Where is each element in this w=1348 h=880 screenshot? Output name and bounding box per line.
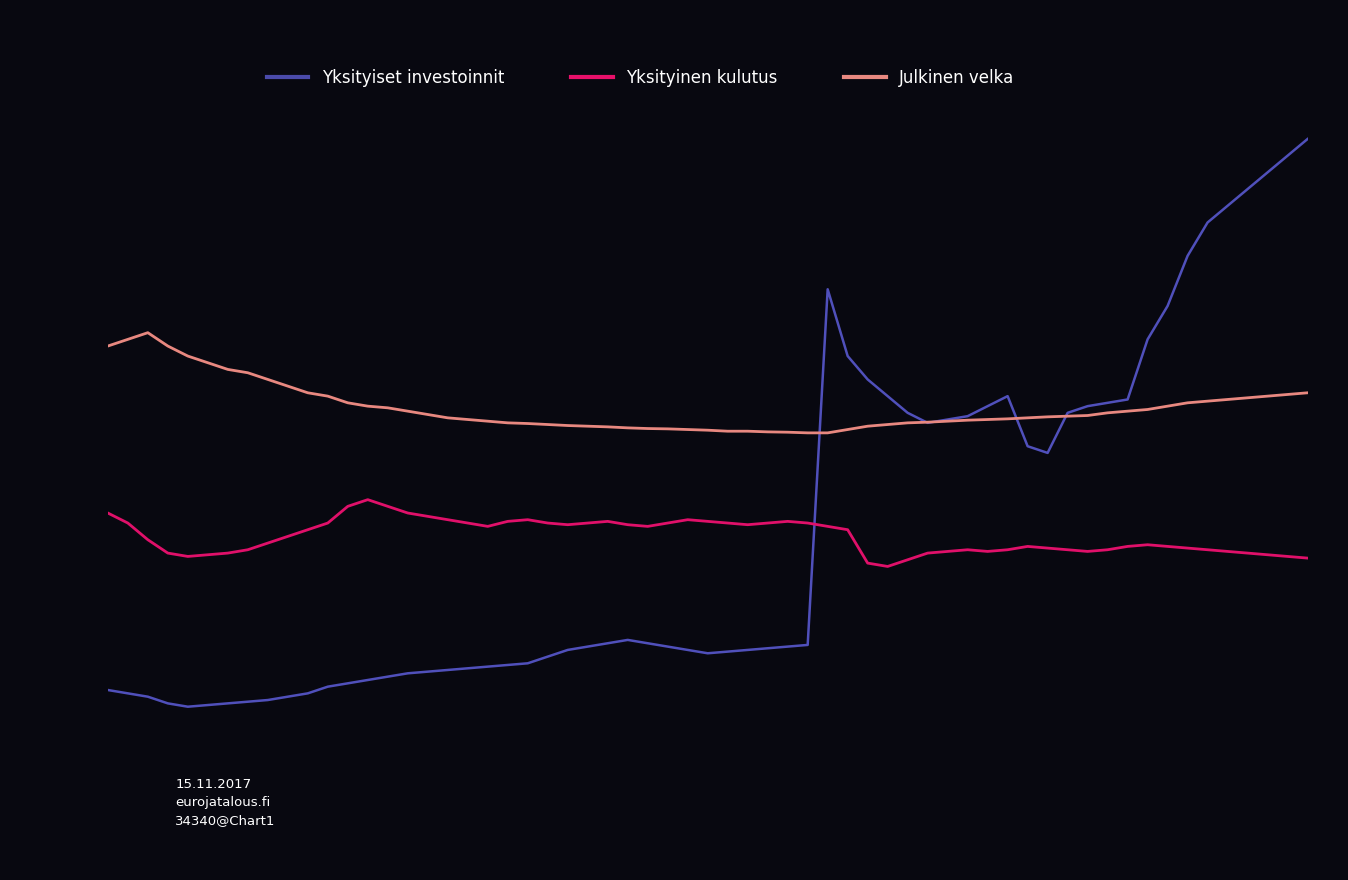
Text: 15.11.2017
eurojatalous.fi
34340@Chart1: 15.11.2017 eurojatalous.fi 34340@Chart1 bbox=[175, 778, 275, 827]
Legend: Yksityiset investoinnit, Yksityinen kulutus, Julkinen velka: Yksityiset investoinnit, Yksityinen kulu… bbox=[260, 62, 1020, 93]
